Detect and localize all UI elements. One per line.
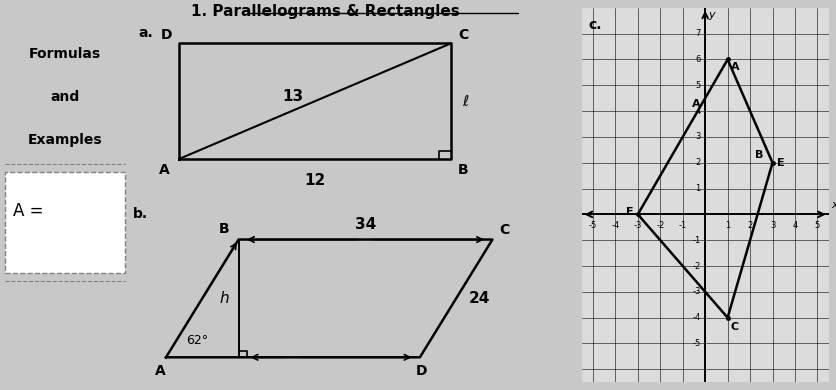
Text: Formulas: Formulas — [28, 47, 101, 61]
Text: -5: -5 — [691, 339, 700, 348]
Text: A: A — [691, 99, 700, 108]
Text: C: C — [499, 223, 509, 237]
Text: y: y — [708, 11, 714, 20]
Text: -3: -3 — [691, 287, 700, 296]
Text: h: h — [220, 291, 229, 306]
FancyBboxPatch shape — [5, 172, 125, 273]
Text: 5: 5 — [695, 81, 700, 90]
Text: A: A — [730, 62, 739, 72]
Text: B: B — [754, 150, 762, 160]
Text: b.: b. — [133, 207, 148, 221]
Text: 2: 2 — [747, 221, 752, 230]
Text: 34: 34 — [354, 217, 375, 232]
Text: 6: 6 — [695, 55, 700, 64]
Text: -5: -5 — [588, 221, 596, 230]
Text: A: A — [155, 364, 166, 378]
Text: a.: a. — [138, 26, 153, 40]
Text: D: D — [161, 28, 172, 42]
Text: -2: -2 — [655, 221, 664, 230]
Text: c.: c. — [588, 18, 601, 32]
Text: -4: -4 — [691, 313, 700, 322]
Text: 24: 24 — [468, 291, 490, 306]
Text: A: A — [159, 163, 170, 177]
Text: 3: 3 — [695, 132, 700, 142]
Text: Examples: Examples — [28, 133, 102, 147]
Text: -2: -2 — [691, 262, 700, 271]
Text: C: C — [457, 28, 467, 42]
Text: 4: 4 — [695, 106, 700, 115]
Text: F: F — [625, 207, 633, 217]
Text: ℓ: ℓ — [461, 94, 468, 108]
Text: 13: 13 — [282, 89, 303, 104]
Text: A =: A = — [13, 202, 43, 220]
Text: D: D — [415, 364, 427, 378]
Text: B: B — [218, 222, 229, 236]
Text: and: and — [50, 90, 79, 104]
Text: 62°: 62° — [186, 334, 208, 347]
Text: -4: -4 — [610, 221, 619, 230]
Text: 1. Parallelograms & Rectangles: 1. Parallelograms & Rectangles — [191, 4, 459, 20]
Text: 1: 1 — [724, 221, 729, 230]
Text: B: B — [457, 163, 468, 177]
Text: 5: 5 — [813, 221, 819, 230]
Text: -1: -1 — [678, 221, 686, 230]
Text: 1: 1 — [695, 184, 700, 193]
Text: -1: -1 — [691, 236, 700, 245]
Text: E: E — [776, 158, 783, 168]
Text: 7: 7 — [695, 29, 700, 38]
Text: x: x — [830, 200, 836, 211]
Text: C: C — [730, 321, 738, 331]
Text: 4: 4 — [792, 221, 797, 230]
Text: 3: 3 — [769, 221, 774, 230]
Text: 12: 12 — [304, 173, 325, 188]
Text: 2: 2 — [695, 158, 700, 167]
Text: -3: -3 — [633, 221, 641, 230]
